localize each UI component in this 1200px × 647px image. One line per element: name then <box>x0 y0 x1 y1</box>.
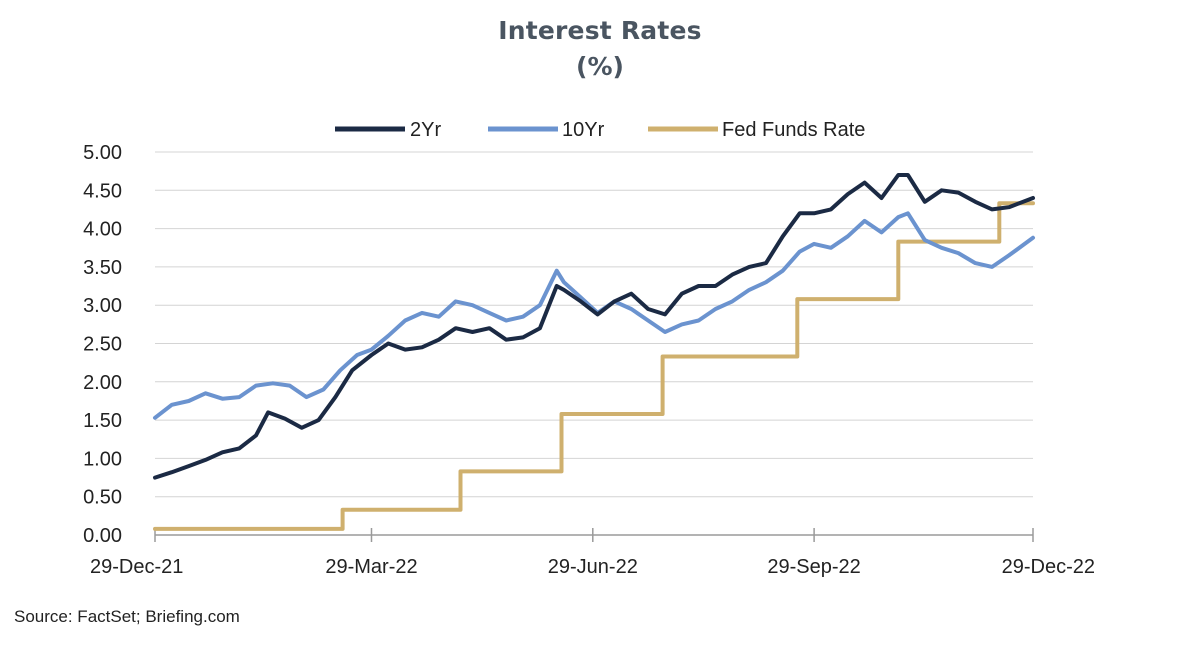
series-line-2yr <box>153 173 1035 480</box>
y-tick-label: 4.00 <box>83 219 122 241</box>
y-tick-label: 0.00 <box>83 525 122 547</box>
legend-label: 2Yr <box>410 119 441 141</box>
x-tick-label: 29-Dec-22 <box>1002 556 1095 578</box>
y-tick-label: 1.00 <box>83 448 122 470</box>
x-tick-label: 29-Mar-22 <box>325 556 417 578</box>
y-tick-label: 2.50 <box>83 334 122 356</box>
chart-subtitle: (%) <box>576 52 624 81</box>
series-line-10yr <box>153 211 1035 420</box>
x-tick-label: 29-Jun-22 <box>548 556 638 578</box>
interest-rates-chart: 2Yr 10Yr Fed Funds Rate 0.00 0.50 1.00 1.50 2.… <box>83 119 1095 578</box>
y-tick-label: 5.00 <box>83 142 122 164</box>
series-line-fed-funds-rate <box>153 201 1035 531</box>
legend: 2Yr 10Yr Fed Funds Rate <box>335 119 865 141</box>
chart-title: Interest Rates <box>498 16 702 45</box>
y-tick-label: 4.50 <box>83 180 122 202</box>
y-axis: 0.00 0.50 1.00 1.50 2.00 2.50 3.00 3.50 4.00 4.50… <box>83 142 122 547</box>
plot-area <box>153 173 1035 531</box>
x-tick-label: 29-Dec-21 <box>90 556 183 578</box>
x-tick-label: 29-Sep-22 <box>767 556 860 578</box>
x-axis: 29-Dec-21 29-Mar-22 29-Jun-22 29-Sep-22 29-D… <box>90 528 1095 578</box>
legend-label: Fed Funds Rate <box>722 119 865 141</box>
y-tick-label: 3.00 <box>83 295 122 317</box>
source-note: Source: FactSet; Briefing.com <box>14 607 240 626</box>
y-tick-label: 1.50 <box>83 410 122 432</box>
y-tick-label: 0.50 <box>83 487 122 509</box>
grid-lines <box>155 151 1033 498</box>
y-tick-label: 2.00 <box>83 372 122 394</box>
y-tick-label: 3.50 <box>83 257 122 279</box>
legend-label: 10Yr <box>562 119 605 141</box>
